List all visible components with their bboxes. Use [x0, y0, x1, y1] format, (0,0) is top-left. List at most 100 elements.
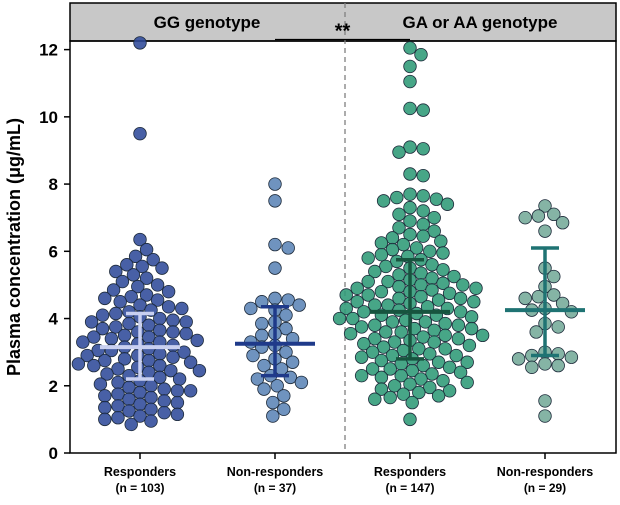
- x-category-label: Responders: [374, 465, 446, 479]
- significance-label: **: [335, 21, 351, 43]
- data-point: [266, 409, 280, 423]
- data-point: [131, 279, 145, 294]
- x-category-label: Non-responders: [227, 465, 324, 479]
- data-point: [416, 330, 430, 344]
- x-category-n-label: (n = 29): [524, 481, 566, 495]
- data-point: [529, 325, 543, 339]
- data-point: [157, 382, 171, 396]
- data-point: [423, 347, 437, 361]
- data-point: [555, 216, 570, 230]
- x-category-label: Responders: [104, 465, 176, 479]
- data-point: [467, 295, 481, 309]
- data-point: [128, 249, 143, 264]
- data-point: [383, 362, 397, 376]
- data-point: [183, 355, 198, 369]
- data-point: [122, 316, 136, 331]
- data-point: [133, 409, 147, 423]
- y-tick-label: 12: [39, 41, 58, 60]
- data-point: [390, 190, 404, 205]
- data-point: [423, 380, 437, 395]
- data-point: [518, 210, 532, 225]
- data-point: [343, 326, 358, 341]
- data-point: [350, 281, 364, 295]
- data-point: [277, 389, 291, 403]
- data-point: [416, 217, 430, 232]
- data-point: [150, 278, 165, 292]
- data-point: [87, 358, 101, 373]
- data-point: [403, 227, 417, 242]
- data-point: [279, 321, 293, 336]
- data-point: [190, 333, 204, 348]
- data-point: [350, 295, 364, 309]
- data-point: [98, 353, 112, 368]
- data-point: [170, 384, 185, 398]
- data-point: [409, 241, 424, 255]
- data-point: [80, 348, 94, 363]
- data-point: [511, 352, 526, 366]
- data-point: [396, 387, 411, 401]
- y-tick-label: 4: [49, 310, 59, 329]
- data-point: [416, 168, 430, 183]
- data-point: [153, 323, 167, 338]
- data-point: [456, 278, 470, 292]
- data-point: [531, 209, 546, 223]
- y-axis: 0 2 4 6 8 10 12: [39, 41, 70, 463]
- x-category-n-label: (n = 147): [385, 481, 434, 495]
- data-point: [425, 258, 439, 272]
- data-point: [133, 232, 147, 247]
- data-point: [442, 286, 457, 301]
- data-point: [71, 357, 86, 371]
- data-point: [368, 318, 382, 332]
- y-tick-label: 8: [49, 175, 58, 194]
- data-point: [250, 372, 265, 386]
- data-point: [425, 367, 439, 381]
- data-point: [120, 258, 134, 272]
- data-point: [387, 379, 402, 393]
- data-point: [547, 269, 561, 284]
- data-point: [438, 316, 452, 331]
- data-point: [255, 328, 269, 343]
- data-point: [436, 276, 450, 290]
- data-point: [357, 305, 371, 319]
- data-point: [460, 355, 474, 369]
- data-point: [126, 268, 141, 282]
- data-point: [403, 377, 417, 391]
- data-point: [431, 355, 446, 369]
- data-point: [475, 328, 490, 343]
- data-point: [414, 372, 428, 386]
- data-point: [385, 242, 400, 257]
- x-category-n-label: (n = 37): [254, 481, 296, 495]
- data-point: [172, 372, 187, 386]
- data-point: [423, 244, 437, 259]
- data-point: [281, 241, 295, 255]
- data-point: [270, 379, 284, 393]
- data-point: [346, 311, 360, 326]
- data-point: [403, 167, 417, 181]
- data-point: [268, 194, 282, 208]
- x-category-n-label: (n = 103): [115, 481, 164, 495]
- data-point: [111, 411, 125, 425]
- data-point: [179, 326, 193, 341]
- data-point: [104, 332, 119, 346]
- data-point: [268, 177, 282, 191]
- data-point: [469, 281, 483, 295]
- panel-title-ga-aa: GA or AA genotype: [403, 13, 558, 32]
- data-point: [115, 274, 130, 289]
- data-point: [374, 353, 389, 368]
- data-point: [354, 368, 369, 383]
- data-point: [379, 259, 393, 274]
- data-point: [117, 328, 132, 343]
- data-point: [464, 321, 479, 336]
- data-point: [538, 409, 552, 423]
- data-point: [551, 358, 565, 373]
- data-point: [381, 274, 395, 289]
- data-point: [538, 357, 552, 371]
- data-point: [436, 263, 450, 277]
- data-point: [538, 199, 552, 213]
- data-point: [117, 352, 132, 366]
- data-point: [285, 355, 300, 369]
- data-point: [144, 414, 158, 428]
- data-point: [438, 328, 452, 343]
- data-point: [429, 192, 444, 206]
- y-tick-label: 10: [39, 108, 58, 127]
